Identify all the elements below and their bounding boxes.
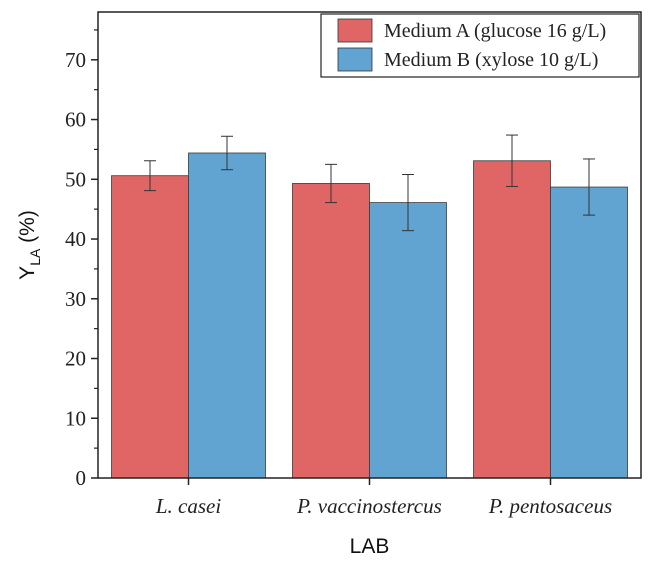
legend: Medium A (glucose 16 g/L) Medium B (xylo… (320, 13, 640, 78)
legend-label-medium-b: Medium B (xylose 10 g/L) (384, 49, 598, 71)
bar-l-casei-series-2 (188, 152, 266, 479)
y-tick-label: 50 (65, 167, 86, 191)
error-bar-l-casei-series-2 (221, 135, 233, 171)
error-bar-p-vaccinostercus-series-2 (402, 174, 414, 232)
x-tick-label-l-casei: L. casei (155, 494, 221, 518)
legend-swatch-medium-a (337, 18, 373, 43)
y-tick-label: 40 (65, 227, 86, 251)
error-bar-p-vaccinostercus-series-1 (325, 163, 337, 204)
bar-p-pentosaceus-series-1 (473, 160, 551, 479)
legend-swatch-medium-b (337, 47, 373, 72)
error-bar-l-casei-series-1 (144, 160, 156, 192)
error-bars-layer (144, 134, 595, 232)
y-tick-label: 10 (65, 406, 86, 430)
y-tick-label: 60 (65, 108, 86, 132)
x-axis-title: LAB (350, 535, 390, 558)
bar-p-pentosaceus-series-2 (550, 186, 628, 479)
y-axis-title: YLA (%) (16, 210, 43, 280)
error-bar-p-pentosaceus-series-2 (583, 158, 595, 216)
y-axis-title-main: Y (16, 266, 39, 280)
y-axis-title-subscript: LA (27, 248, 43, 266)
y-axis: 0 10 20 30 40 50 60 70 (65, 29, 98, 490)
x-axis: L. casei P. vaccinostercus P. pentosaceus (155, 478, 612, 518)
y-tick-label: 0 (76, 466, 87, 490)
bar-p-vaccinostercus-series-2 (369, 202, 447, 479)
error-bar-p-pentosaceus-series-1 (506, 134, 518, 187)
bar-l-casei-series-1 (111, 175, 189, 479)
x-tick-label-p-pentosaceus: P. pentosaceus (488, 494, 612, 518)
bar-p-vaccinostercus-series-1 (292, 183, 370, 479)
legend-label-medium-a: Medium A (glucose 16 g/L) (384, 20, 606, 42)
y-tick-label: 20 (65, 347, 86, 371)
y-tick-label: 30 (65, 287, 86, 311)
y-tick-label: 70 (65, 48, 86, 72)
y-axis-title-suffix: (%) (16, 210, 39, 249)
legend-box (320, 13, 640, 78)
bars-layer (111, 152, 628, 479)
x-tick-label-p-vaccinostercus: P. vaccinostercus (296, 494, 442, 518)
